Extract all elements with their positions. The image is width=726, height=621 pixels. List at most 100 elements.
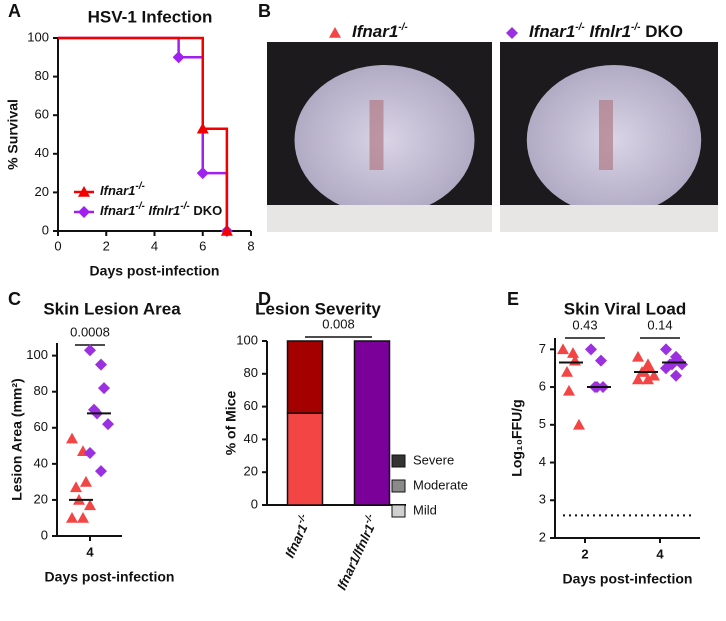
data-point [670, 369, 682, 382]
survival-marker [196, 122, 209, 134]
chart-title: Skin Lesion Area [43, 299, 181, 318]
x-axis-label: Days post-infection [45, 569, 175, 585]
data-point [95, 465, 107, 478]
legend-marker [78, 186, 90, 197]
y-axis-label: % of Mice [223, 391, 239, 456]
y-tick-label: 60 [35, 107, 49, 122]
y-tick-label: 40 [34, 455, 48, 470]
bar-segment [353, 340, 391, 506]
x-tick-label: 2 [103, 238, 110, 253]
data-point [563, 384, 575, 396]
x-axis-label: Days post-infection [90, 263, 220, 279]
data-point [84, 447, 96, 460]
photo-ground [500, 205, 718, 232]
legend-label: Ifnar1-/- Ifnlr1-/- DKO [100, 201, 222, 218]
y-tick-label: 5 [539, 416, 546, 431]
chart-title: HSV-1 Infection [88, 7, 213, 26]
data-point [648, 369, 660, 381]
data-point [561, 365, 573, 377]
data-point [676, 358, 688, 371]
y-axis-label: Lesion Area (mm²) [9, 378, 25, 500]
x-tick-label: 4 [151, 238, 158, 253]
data-point [567, 347, 579, 358]
y-tick-label: 40 [244, 431, 258, 446]
survival-marker [172, 51, 185, 64]
legend-label: Ifnar1-/- [352, 22, 408, 41]
y-tick-label: 80 [35, 68, 49, 83]
chart-title: Lesion Severity [255, 299, 381, 318]
photo-ground [267, 205, 492, 232]
data-point [660, 343, 672, 356]
y-tick-label: 20 [34, 491, 48, 506]
panel-label: D [258, 289, 271, 309]
x-tick-label: 2 [581, 546, 588, 561]
y-tick-label: 100 [27, 29, 49, 44]
y-tick-label: 6 [539, 378, 546, 393]
y-tick-label: 60 [244, 398, 258, 413]
bar-segment [286, 340, 324, 414]
panel-label: C [8, 289, 21, 309]
legend-marker [506, 27, 518, 39]
legend-swatch [391, 454, 406, 468]
photo-skin [526, 65, 702, 215]
data-point [98, 382, 110, 395]
p-value: 0.0008 [70, 324, 110, 339]
x-tick-label: 4 [656, 546, 664, 561]
survival-marker [196, 167, 209, 180]
y-tick-label: 40 [35, 145, 49, 160]
y-tick-label: 20 [244, 464, 258, 479]
data-point [632, 373, 644, 385]
p-value: 0.43 [572, 317, 597, 332]
x-tick-label: Ifnar1/Ifnlr1-/- [332, 512, 382, 593]
y-tick-label: 0 [41, 527, 48, 542]
legend-swatch [391, 504, 406, 518]
data-point [557, 343, 569, 355]
data-point [585, 343, 597, 356]
x-tick-label: 4 [86, 544, 94, 559]
data-point [644, 362, 656, 373]
legend-label: Ifnar1-/- [100, 181, 146, 198]
x-tick-label: 8 [247, 238, 254, 253]
bar-segment [286, 412, 324, 506]
y-tick-label: 0 [42, 222, 49, 237]
y-axis-label: % Survival [5, 99, 21, 170]
survival-marker [220, 225, 233, 236]
p-value: 0.14 [647, 317, 672, 332]
legend-label: Ifnar1-/- Ifnlr1-/- DKO [529, 22, 683, 41]
data-point [95, 358, 107, 371]
legend-label: Mild [413, 502, 437, 517]
x-axis-label: Days post-infection [563, 571, 693, 587]
y-tick-label: 100 [26, 347, 48, 362]
legend-label: Moderate [413, 477, 468, 492]
legend-swatch [391, 479, 406, 493]
panel-label: B [258, 1, 271, 21]
data-point [84, 499, 96, 511]
data-point [642, 373, 654, 385]
data-point [77, 511, 89, 523]
x-tick-label: 0 [54, 238, 61, 253]
data-point [595, 354, 607, 367]
y-tick-label: 0 [251, 496, 258, 511]
data-point [84, 344, 96, 357]
y-tick-label: 80 [34, 383, 48, 398]
y-tick-label: 7 [539, 341, 546, 356]
data-point [66, 432, 78, 444]
panel-label: A [8, 1, 21, 21]
photo-lesion [599, 100, 613, 170]
legend-marker [329, 27, 341, 38]
panel-label: E [507, 289, 519, 309]
x-tick-label: Ifnar1-/- [280, 512, 315, 561]
chart-title: Skin Viral Load [564, 299, 687, 318]
data-point [660, 362, 672, 375]
data-point [70, 481, 82, 493]
y-tick-label: 4 [539, 454, 546, 469]
y-tick-label: 80 [244, 365, 258, 380]
y-tick-label: 60 [34, 419, 48, 434]
y-tick-label: 100 [236, 332, 258, 347]
y-tick-label: 3 [539, 492, 546, 507]
y-tick-label: 20 [35, 184, 49, 199]
y-tick-label: 2 [539, 529, 546, 544]
p-value: 0.008 [322, 316, 355, 331]
legend-label: Severe [413, 452, 454, 467]
